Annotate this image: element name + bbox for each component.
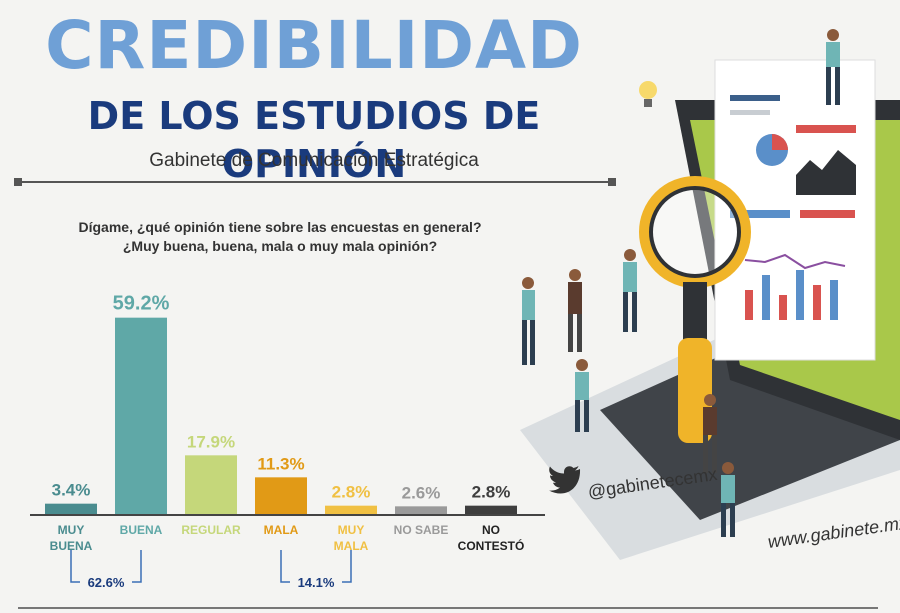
- main-title: CREDIBILIDAD: [45, 7, 583, 84]
- group-total-label: 14.1%: [298, 575, 335, 590]
- footer-divider: [18, 607, 878, 609]
- report-column: [762, 275, 770, 320]
- bar: [185, 455, 237, 515]
- category-label: MALA: [334, 539, 369, 553]
- light-bulb-icon: [639, 81, 657, 99]
- report-bar: [730, 210, 790, 218]
- magnifier-lens: [649, 186, 741, 278]
- magnifier-neck: [683, 282, 707, 342]
- data-label: 2.8%: [472, 483, 511, 502]
- bar: [465, 505, 517, 515]
- divider-cap-left: [14, 178, 22, 186]
- category-label: REGULAR: [181, 523, 241, 537]
- report-column: [830, 280, 838, 320]
- question-line-1: Dígame, ¿qué opinión tiene sobre las enc…: [78, 219, 482, 235]
- report-line-chart: [744, 253, 846, 270]
- bar: [395, 506, 447, 515]
- category-label: MUY: [58, 523, 85, 537]
- subtitle: DE LOS ESTUDIOS DE OPINIÓN: [87, 94, 541, 186]
- survey-question: Dígame, ¿qué opinión tiene sobre las enc…: [40, 218, 520, 256]
- data-label: 2.8%: [332, 483, 371, 502]
- question-line-2: ¿Muy buena, buena, mala o muy mala opini…: [122, 238, 438, 254]
- report-bar: [796, 125, 856, 133]
- data-label: 17.9%: [187, 432, 235, 451]
- category-label: MUY: [338, 523, 365, 537]
- category-label: CONTESTÓ: [458, 538, 525, 553]
- report-column: [813, 285, 821, 320]
- report-bar: [800, 210, 855, 218]
- category-label: BUENA: [120, 523, 163, 537]
- data-label: 11.3%: [257, 454, 304, 473]
- organization-name: Gabinete de Comunicación Estratégica: [149, 150, 479, 171]
- group-label-bg: [290, 572, 342, 592]
- data-label: 3.4%: [52, 481, 91, 500]
- illustration: [520, 29, 900, 560]
- category-label: NO: [482, 523, 500, 537]
- report-line: [730, 110, 770, 115]
- twitter-bird-icon: [549, 466, 581, 494]
- bar: [115, 317, 167, 515]
- bar: [255, 477, 307, 515]
- bar: [325, 505, 377, 515]
- report-column: [796, 270, 804, 320]
- category-label: NO SABE: [394, 523, 449, 537]
- people-figures: [522, 29, 840, 537]
- report-line: [730, 95, 780, 101]
- data-label: 59.2%: [113, 293, 170, 315]
- group-total-label: 62.6%: [88, 575, 125, 590]
- group-label-bg: [80, 572, 132, 592]
- report-area: [796, 150, 856, 195]
- data-label: 2.6%: [402, 483, 441, 502]
- category-label: MALA: [264, 523, 299, 537]
- report-pie-slice: [772, 134, 788, 150]
- header-divider: [18, 181, 612, 183]
- light-bulb-base: [644, 99, 652, 107]
- report-column: [779, 295, 787, 320]
- divider-cap-right: [608, 178, 616, 186]
- bar-chart: 3.4% MUY BUENA 59.2% BUENA 17.9% REGULAR 11.3% M…: [30, 293, 545, 592]
- report-column: [745, 290, 753, 320]
- bar: [45, 503, 97, 515]
- category-label: BUENA: [50, 539, 93, 553]
